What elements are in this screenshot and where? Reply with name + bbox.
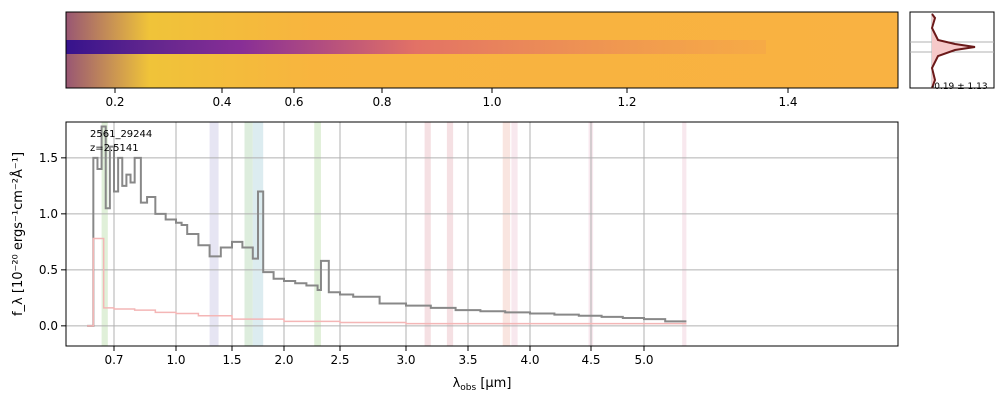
x-tick-label-9: 5.0 [634, 353, 653, 367]
spectrum-2d-trace [66, 40, 766, 54]
spectrum-series-1 [87, 237, 687, 327]
x-tick-label-1: 1.0 [166, 353, 185, 367]
spectrum-2d-tick-label-4: 1.0 [482, 95, 501, 109]
spectrum-1d-panel: 0.7 1.0 1.5 2.0 2.5 3.0 3.5 4.0 4.5 5.0 0.0 0.5 1.0… [10, 121, 899, 393]
x-axis-label-main: λ [453, 376, 461, 391]
spectrum-series [87, 125, 687, 327]
x-tick-label-0: 0.7 [104, 353, 123, 367]
y-tick-label-2: 1.0 [39, 207, 58, 221]
line-band-10 [682, 122, 687, 346]
x-axis-label: λobs [μm] [453, 376, 512, 393]
spectrum-2d-tick-label-1: 0.4 [212, 95, 231, 109]
redshift-label: z=2.5141 [90, 143, 139, 154]
line-band-2 [244, 122, 253, 346]
x-tick-label-3: 2.0 [274, 353, 293, 367]
line-band-0 [101, 122, 108, 346]
spatial-profile-panel: -0.19 ± 1.13 [909, 11, 995, 92]
x-tick-label-2: 1.5 [222, 353, 241, 367]
spectrum-2d-panel: 0.2 0.4 0.6 0.8 1.0 1.2 1.4 [65, 11, 899, 109]
y-axis-ticks: 0.0 0.5 1.0 1.5 [39, 151, 66, 333]
line-band-8 [511, 122, 518, 346]
line-band-5 [424, 122, 431, 346]
y-tick-label-1: 0.5 [39, 263, 58, 277]
x-axis-ticks: 0.7 1.0 1.5 2.0 2.5 3.0 3.5 4.0 4.5 5.0 [104, 346, 654, 367]
profile-fill [932, 14, 975, 88]
y-tick-label-0: 0.0 [39, 319, 58, 333]
spectrum-2d-tick-label-5: 1.2 [617, 95, 636, 109]
spectrum-2d-frame [65, 11, 899, 89]
spectrum-2d-tick-label-6: 1.4 [778, 95, 797, 109]
x-tick-label-4: 2.5 [330, 353, 349, 367]
x-tick-label-8: 4.5 [581, 353, 600, 367]
spectrum-2d-tick-label-3: 0.8 [372, 95, 391, 109]
spectrum-2d-x-ticks: 0.2 0.4 0.6 0.8 1.0 1.2 1.4 [105, 88, 798, 109]
spectrum-2d-tick-label-2: 0.6 [284, 95, 303, 109]
profile-line [930, 13, 976, 89]
x-tick-label-6: 3.5 [458, 353, 477, 367]
plot-area [66, 122, 898, 346]
object-id-label: 2561_29244 [90, 129, 152, 140]
profile-annotation: -0.19 ± 1.13 [931, 82, 988, 92]
line-band-7 [502, 122, 511, 346]
plot-frame [65, 121, 899, 347]
spectrum-2d-tick-label-0: 0.2 [105, 95, 124, 109]
y-axis-label: f_λ [10⁻²⁰ ergs⁻¹cm⁻²Å⁻¹] [10, 152, 26, 316]
x-axis-label-sub: obs [460, 383, 476, 393]
spectrum-series-0 [87, 125, 687, 327]
line-band-1 [209, 122, 219, 346]
y-tick-label-3: 1.5 [39, 151, 58, 165]
x-tick-label-5: 3.0 [396, 353, 415, 367]
line-band-6 [446, 122, 454, 346]
x-tick-label-7: 4.0 [520, 353, 539, 367]
line-band-4 [314, 122, 321, 346]
x-axis-label-unit: [μm] [476, 376, 511, 391]
